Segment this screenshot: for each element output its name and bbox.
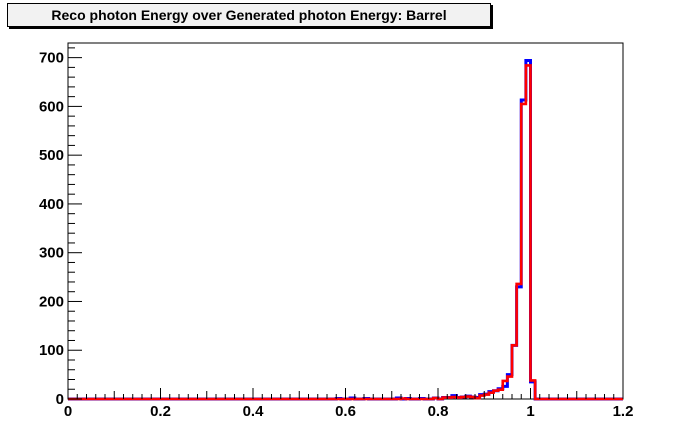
y-tick-label: 700	[39, 50, 64, 67]
y-tick-label: 600	[39, 98, 64, 115]
x-tick-label: 1	[526, 403, 534, 420]
x-tick-label: 1.2	[613, 403, 634, 420]
x-tick-label: 0.8	[428, 403, 449, 420]
y-tick-label: 300	[39, 245, 64, 262]
y-tick-label: 200	[39, 293, 64, 310]
x-tick-label: 0.4	[243, 403, 265, 420]
y-tick-label: 0	[56, 391, 64, 408]
y-tick-label: 400	[39, 196, 64, 213]
x-tick-label: 0.6	[335, 403, 356, 420]
x-tick-label: 0.2	[150, 403, 171, 420]
y-tick-label: 500	[39, 147, 64, 164]
axis-layer: 0 0.2 0.4 0.6 0.8 1 1.2 0 100 200 300 400 500 600 700	[39, 47, 634, 420]
y-tick-label: 100	[39, 342, 64, 359]
plot-frame	[67, 42, 624, 400]
x-tick-label: 0	[64, 403, 72, 420]
chart-title: Reco photon Energy over Generated photon…	[7, 3, 491, 27]
